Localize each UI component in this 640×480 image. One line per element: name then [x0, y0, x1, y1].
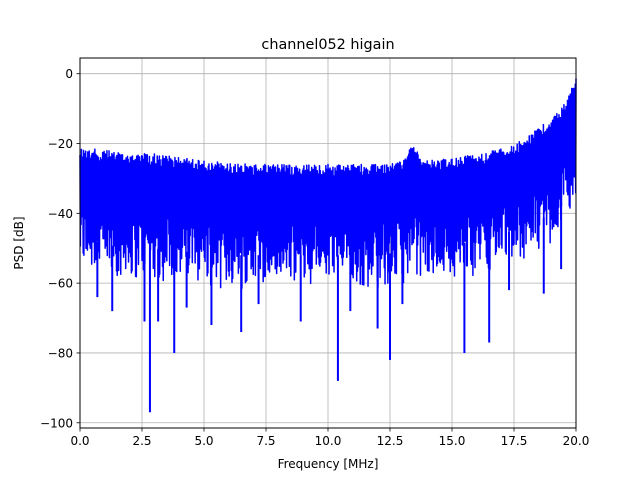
x-tick-label: 0.0: [70, 434, 89, 448]
y-tick-label: −40: [48, 207, 73, 221]
y-axis-label: PSD [dB]: [12, 216, 26, 269]
chart-title: channel052 higain: [261, 37, 394, 53]
y-axis-ticks: 0 −20 −40 −60 −80 −100: [40, 67, 80, 430]
psd-series-line: [79, 78, 577, 289]
x-tick-label: 10.0: [315, 434, 342, 448]
y-tick-label: −60: [48, 277, 73, 291]
x-axis-ticks: 0.0 2.5 5.0 7.5 10.0 12.5 15.0 17.5 20.0: [70, 428, 589, 448]
x-tick-label: 20.0: [563, 434, 590, 448]
y-tick-label: 0: [65, 67, 73, 81]
y-tick-label: −20: [48, 137, 73, 151]
x-tick-label: 15.0: [439, 434, 466, 448]
y-tick-label: −80: [48, 346, 73, 360]
x-tick-label: 17.5: [501, 434, 528, 448]
series-layer: [79, 78, 577, 413]
y-tick-label: −100: [40, 416, 73, 430]
x-tick-label: 12.5: [377, 434, 404, 448]
x-axis-label: Frequency [MHz]: [278, 457, 379, 471]
x-tick-label: 5.0: [194, 434, 213, 448]
x-tick-label: 2.5: [132, 434, 151, 448]
x-tick-label: 7.5: [256, 434, 275, 448]
